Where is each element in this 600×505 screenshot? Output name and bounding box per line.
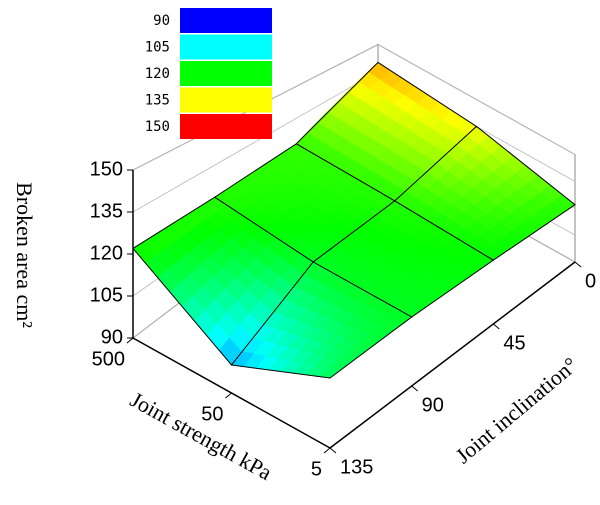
surface-cell bbox=[230, 261, 413, 379]
legend-label: 135 bbox=[145, 93, 170, 109]
surface-mesh bbox=[230, 261, 413, 379]
y-tick-label: 0 bbox=[585, 270, 596, 292]
z-tick-label: 90 bbox=[101, 326, 123, 348]
y-axis-label: Joint inclination° bbox=[450, 352, 582, 468]
legend-label: 120 bbox=[145, 66, 170, 82]
surface-cell bbox=[295, 61, 478, 202]
x-tick-label: 5 bbox=[311, 458, 322, 480]
z-tick-label: 105 bbox=[90, 284, 123, 306]
legend-swatch bbox=[180, 8, 272, 33]
legend-swatch bbox=[180, 34, 272, 60]
z-axis-label: Broken area cm² bbox=[12, 182, 37, 328]
legend-swatch bbox=[180, 61, 272, 86]
x-tick bbox=[126, 337, 134, 344]
legend-swatch bbox=[180, 114, 272, 139]
y-tick bbox=[574, 261, 582, 268]
y-tick bbox=[493, 323, 500, 330]
y-tick-label: 90 bbox=[422, 394, 444, 416]
surface-cell bbox=[132, 196, 314, 366]
y-tick-label: 45 bbox=[503, 332, 525, 354]
x-tick-label: 50 bbox=[201, 403, 223, 425]
z-tick-label: 120 bbox=[90, 242, 123, 264]
x-tick bbox=[225, 392, 232, 399]
legend-label: 150 bbox=[145, 119, 170, 135]
z-tick-label: 150 bbox=[90, 158, 123, 180]
surface-cell bbox=[213, 143, 396, 263]
legend-label: 105 bbox=[145, 40, 170, 56]
y-axis bbox=[329, 261, 576, 449]
y-tick bbox=[329, 447, 337, 454]
x-axis-label: Joint strength kPa bbox=[126, 387, 276, 485]
legend-label: 90 bbox=[153, 13, 170, 29]
x-tick bbox=[323, 447, 331, 454]
y-tick-label: 135 bbox=[340, 456, 373, 478]
z-tick-label: 135 bbox=[90, 200, 123, 222]
legend-swatch bbox=[180, 87, 272, 113]
surface-cell bbox=[312, 200, 495, 318]
y-tick bbox=[411, 385, 418, 392]
x-tick-label: 500 bbox=[92, 348, 125, 370]
